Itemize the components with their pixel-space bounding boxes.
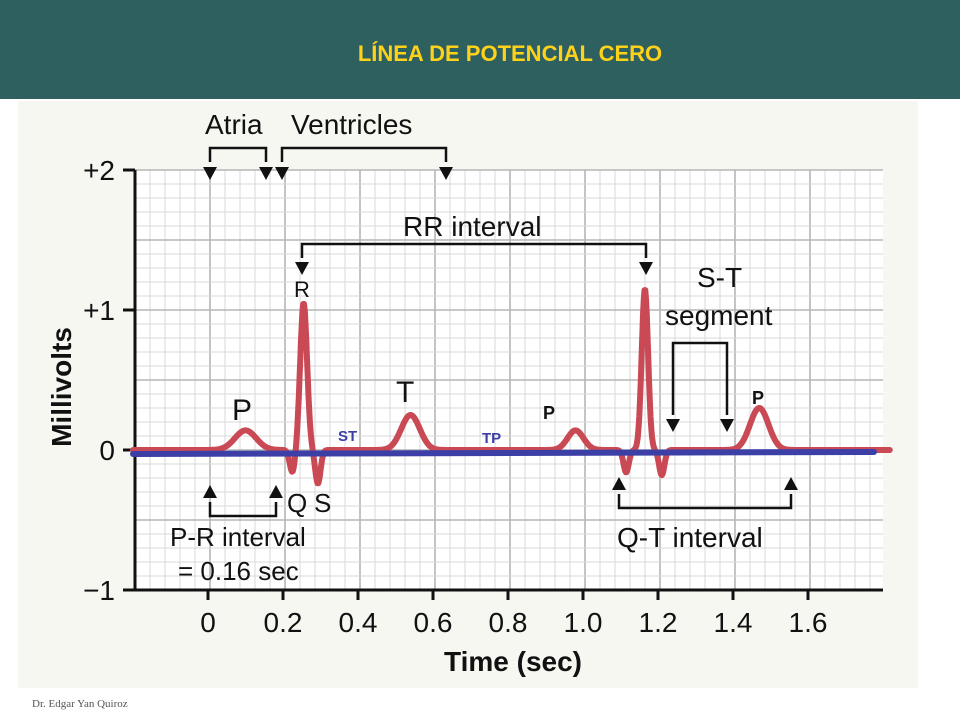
- interval-arrows: [203, 146, 798, 518]
- rr-arrow-right: [639, 262, 653, 275]
- t-wave-label: T: [396, 376, 414, 409]
- atria-label: Atria: [205, 109, 263, 140]
- r-wave-label: R: [294, 277, 310, 302]
- p-wave-annotation-2: P: [543, 403, 555, 423]
- p-wave-label: P: [232, 394, 252, 427]
- p-wave-annotation-3: P: [752, 388, 764, 408]
- ventricles-label: Ventricles: [291, 109, 412, 140]
- qt-interval-label: Q-T interval: [617, 522, 763, 553]
- s-wave-label: S: [314, 488, 331, 518]
- x-tick-label: 1.6: [789, 607, 828, 638]
- atria-arrow-left: [203, 167, 217, 180]
- pr-interval-bracket: [208, 502, 278, 518]
- x-axis-label: Time (sec): [444, 646, 582, 677]
- title-bar: [0, 0, 960, 99]
- qt-arrow-left: [612, 477, 626, 490]
- st-segment-bracket: [671, 341, 729, 415]
- y-tick-label: 0: [99, 435, 115, 466]
- q-wave-label: Q: [287, 488, 307, 518]
- ventricles-arrow-left: [275, 167, 289, 180]
- footer-credit: Dr. Edgar Yan Quiroz: [32, 698, 128, 710]
- x-tick-label: 1.4: [714, 607, 753, 638]
- x-tick-label: 0.4: [339, 607, 378, 638]
- y-axis-label: Millivolts: [46, 327, 77, 447]
- pr-arrow-right: [269, 485, 283, 498]
- rr-interval-bracket: [300, 242, 648, 258]
- y-tick-label: −1: [83, 575, 115, 606]
- rr-arrow-left: [295, 262, 309, 275]
- st-arrow-right: [720, 419, 734, 432]
- ticks: +2 +1 0 −1 0 0.2 0.4 0.6 0.8 1.0 1.2 1.4 1.6: [83, 155, 827, 638]
- zero-potential-line: [130, 449, 877, 457]
- qt-interval-bracket: [617, 494, 793, 510]
- x-tick-label: 0.2: [264, 607, 303, 638]
- ventricles-arrow-right: [439, 167, 453, 180]
- st-segment-label-line1: S-T: [697, 262, 742, 293]
- st-annotation: ST: [338, 428, 357, 445]
- x-tick-label: 0.6: [414, 607, 453, 638]
- qt-arrow-right: [784, 477, 798, 490]
- atria-bracket: [208, 146, 268, 162]
- st-segment-label-line2: segment: [665, 300, 773, 331]
- x-tick-label: 0.8: [489, 607, 528, 638]
- y-tick-label: +2: [83, 155, 115, 186]
- slide-title: LÍNEA DE POTENCIAL CERO: [357, 41, 663, 66]
- pr-interval-label-line2: = 0.16 sec: [178, 556, 299, 586]
- x-tick-label: 1.0: [564, 607, 603, 638]
- x-tick-label: 1.2: [639, 607, 678, 638]
- atria-arrow-right: [259, 167, 273, 180]
- pr-interval-label-line1: P-R interval: [170, 522, 306, 552]
- ventricles-bracket: [280, 146, 448, 162]
- st-arrow-left: [666, 419, 680, 432]
- y-tick-label: +1: [83, 295, 115, 326]
- tp-annotation: TP: [482, 430, 501, 447]
- pr-arrow-left: [203, 485, 217, 498]
- x-tick-label: 0: [200, 607, 216, 638]
- rr-interval-label: RR interval: [403, 211, 541, 242]
